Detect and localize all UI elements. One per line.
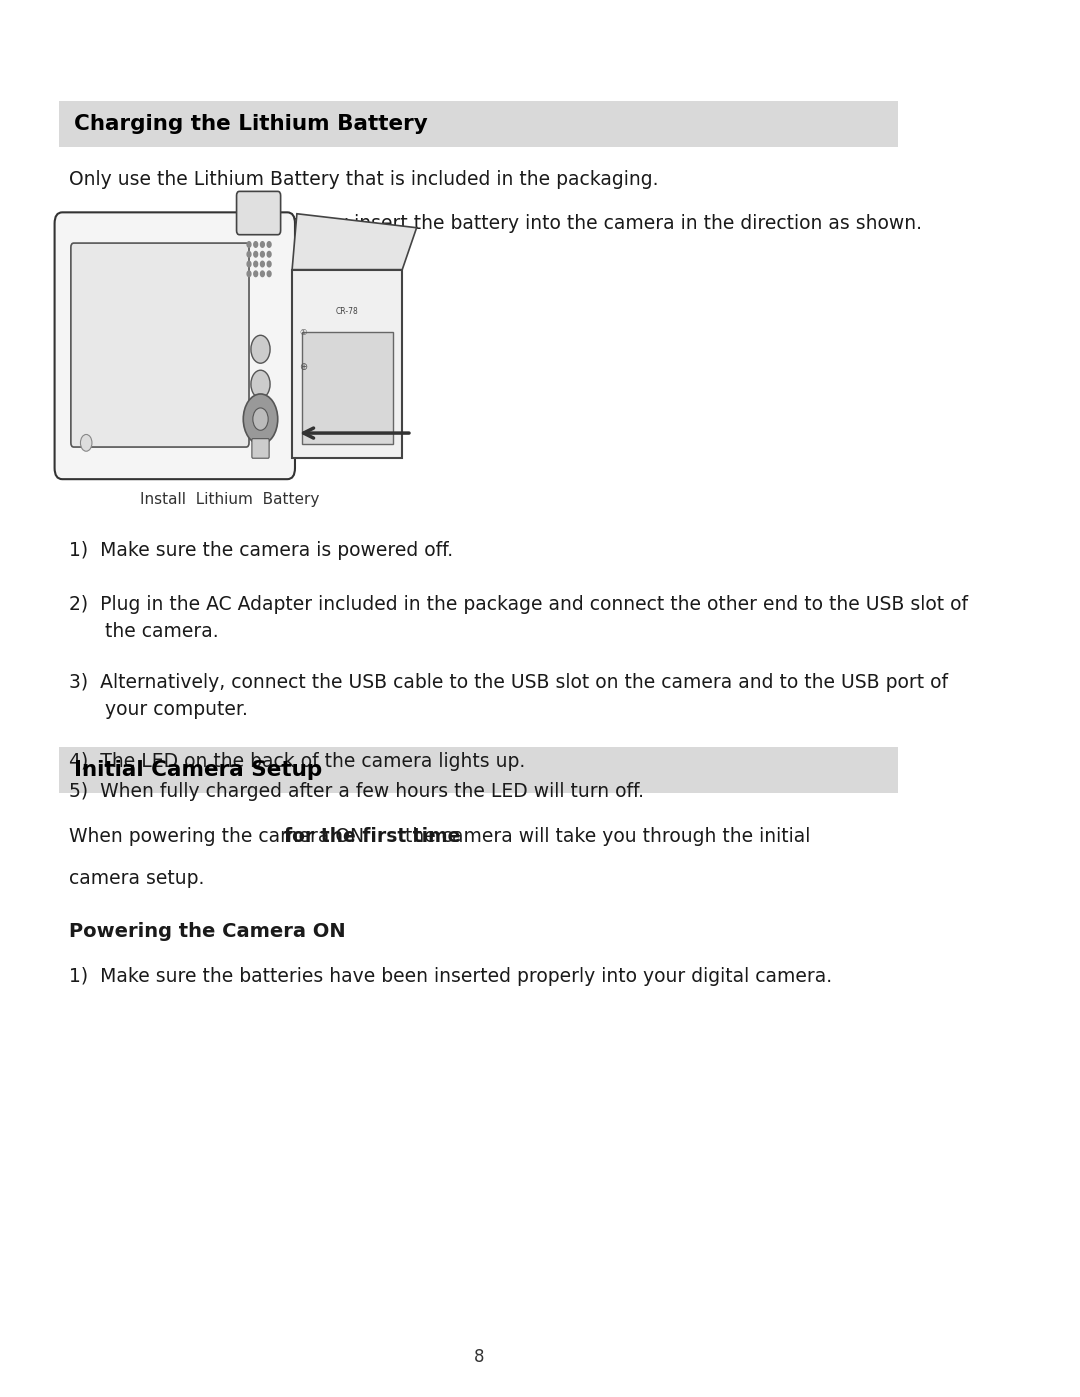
- Circle shape: [254, 271, 258, 277]
- Circle shape: [260, 261, 265, 267]
- FancyBboxPatch shape: [252, 439, 269, 458]
- Text: Charging the Lithium Battery: Charging the Lithium Battery: [73, 113, 428, 134]
- Text: Initial Camera Setup: Initial Camera Setup: [73, 760, 322, 781]
- Circle shape: [267, 242, 271, 247]
- Circle shape: [253, 408, 268, 430]
- Circle shape: [267, 271, 271, 277]
- Circle shape: [247, 242, 251, 247]
- Text: 2)  Plug in the AC Adapter included in the package and connect the other end to : 2) Plug in the AC Adapter included in th…: [69, 595, 968, 641]
- Text: 5)  When fully charged after a few hours the LED will turn off.: 5) When fully charged after a few hours …: [69, 782, 644, 802]
- Circle shape: [80, 434, 92, 451]
- Text: ①: ①: [300, 328, 308, 337]
- Text: ⊕: ⊕: [299, 362, 308, 373]
- Circle shape: [254, 251, 258, 257]
- Circle shape: [243, 394, 278, 444]
- Text: for the first time: for the first time: [284, 827, 461, 847]
- Text: CR-78: CR-78: [336, 307, 359, 316]
- Circle shape: [247, 261, 251, 267]
- Bar: [59, 101, 899, 147]
- FancyBboxPatch shape: [55, 212, 295, 479]
- Text: 8: 8: [474, 1348, 484, 1366]
- Circle shape: [260, 271, 265, 277]
- Circle shape: [260, 251, 265, 257]
- Circle shape: [254, 242, 258, 247]
- Circle shape: [260, 242, 265, 247]
- Circle shape: [247, 271, 251, 277]
- Text: Only use the Lithium Battery that is included in the packaging.: Only use the Lithium Battery that is inc…: [69, 170, 659, 190]
- Text: the camera will take you through the initial: the camera will take you through the ini…: [400, 827, 811, 847]
- Text: 1)  Make sure the camera is powered off.: 1) Make sure the camera is powered off.: [69, 541, 454, 560]
- Text: Powering the Camera ON: Powering the Camera ON: [69, 922, 346, 942]
- Circle shape: [251, 370, 270, 398]
- Polygon shape: [292, 214, 417, 270]
- Circle shape: [267, 251, 271, 257]
- Circle shape: [254, 261, 258, 267]
- Text: camera setup.: camera setup.: [69, 869, 204, 888]
- Text: 3)  Alternatively, connect the USB cable to the USB slot on the camera and to th: 3) Alternatively, connect the USB cable …: [69, 673, 948, 719]
- Text: Install  Lithium  Battery: Install Lithium Battery: [140, 492, 320, 507]
- Text: To charge the Lithium Battery insert the battery into the camera in the directio: To charge the Lithium Battery insert the…: [69, 214, 922, 233]
- Circle shape: [247, 251, 251, 257]
- FancyBboxPatch shape: [237, 191, 281, 235]
- Bar: [59, 747, 899, 793]
- FancyBboxPatch shape: [71, 243, 249, 447]
- Circle shape: [267, 261, 271, 267]
- Text: 1)  Make sure the batteries have been inserted properly into your digital camera: 1) Make sure the batteries have been ins…: [69, 967, 832, 986]
- Text: When powering the camera ON: When powering the camera ON: [69, 827, 370, 847]
- FancyBboxPatch shape: [301, 332, 393, 444]
- Circle shape: [251, 335, 270, 363]
- FancyBboxPatch shape: [292, 270, 402, 458]
- Text: 4)  The LED on the back of the camera lights up.: 4) The LED on the back of the camera lig…: [69, 752, 525, 771]
